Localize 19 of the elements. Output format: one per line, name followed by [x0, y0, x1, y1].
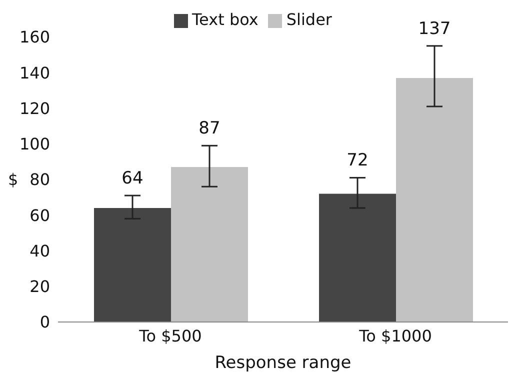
- data-label: 137: [418, 18, 451, 39]
- legend-label: Slider: [286, 10, 332, 29]
- y-tick-label: 100: [19, 134, 50, 154]
- x-tick-label: To $1000: [358, 326, 432, 346]
- y-tick-label: 40: [30, 241, 50, 260]
- data-label: 72: [346, 150, 368, 171]
- y-tick-label: 0: [40, 312, 50, 332]
- y-axis-title: $: [8, 170, 18, 190]
- y-tick-label: 60: [30, 206, 50, 225]
- y-tick-label: 80: [30, 170, 50, 190]
- x-axis-title: Response range: [214, 353, 352, 374]
- y-tick-label: 120: [19, 98, 50, 118]
- x-tick-label: To $500: [138, 326, 202, 346]
- y-tick-label: 20: [30, 277, 50, 296]
- data-label: 87: [198, 118, 220, 139]
- data-label: 64: [122, 168, 144, 189]
- y-tick-label: 160: [19, 28, 50, 47]
- legend-label: Text box: [192, 10, 258, 29]
- y-tick-label: 140: [19, 63, 50, 82]
